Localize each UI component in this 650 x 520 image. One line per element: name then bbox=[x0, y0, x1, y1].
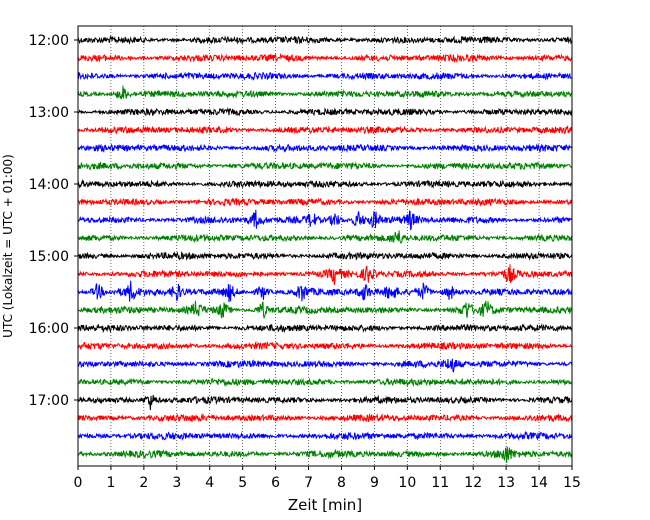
trace-1645 bbox=[77, 377, 573, 388]
x-tick-label: 7 bbox=[304, 475, 313, 491]
trace-1430 bbox=[77, 209, 573, 231]
trace-1215 bbox=[77, 52, 573, 64]
x-tick-label: 0 bbox=[74, 475, 83, 491]
x-tick-label: 3 bbox=[172, 475, 181, 491]
x-tick-label: 1 bbox=[106, 475, 115, 491]
trace-1745 bbox=[77, 446, 573, 464]
trace-1500 bbox=[77, 251, 573, 261]
y-axis-title: UTC (Lokalzeit = UTC + 01:00) bbox=[1, 154, 15, 338]
trace-1600 bbox=[77, 323, 573, 334]
trace-1315 bbox=[77, 125, 573, 135]
x-tick-label: 5 bbox=[238, 475, 247, 491]
trace-1415 bbox=[77, 197, 573, 207]
y-axis: 12:00 13:00 14:00 15:00 16:00 17:00 bbox=[29, 33, 78, 409]
y-tick-label: 15:00 bbox=[29, 249, 69, 265]
trace-1730 bbox=[77, 430, 573, 442]
trace-1615 bbox=[77, 340, 573, 351]
plot-frame bbox=[77, 25, 573, 467]
x-tick-label: 14 bbox=[530, 475, 548, 491]
trace-1200 bbox=[77, 34, 573, 45]
x-tick-label: 2 bbox=[139, 475, 148, 491]
y-tick-label: 14:00 bbox=[29, 177, 69, 193]
x-tick-label: 9 bbox=[370, 475, 379, 491]
y-tick-label: 13:00 bbox=[29, 105, 69, 121]
trace-1700 bbox=[77, 394, 573, 411]
y-tick-label: 16:00 bbox=[29, 321, 69, 337]
x-axis: 0 1 2 3 4 5 6 7 8 9 10 11 12 13 14 15 bbox=[74, 466, 581, 491]
traces-group bbox=[77, 34, 573, 464]
x-tick-label: 6 bbox=[271, 475, 280, 491]
x-tick-label: 15 bbox=[563, 475, 581, 491]
trace-1515 bbox=[77, 264, 573, 285]
x-tick-label: 11 bbox=[431, 475, 449, 491]
trace-1545 bbox=[77, 300, 573, 320]
y-tick-label: 12:00 bbox=[29, 33, 69, 49]
vertical-grid bbox=[110, 26, 540, 466]
trace-1715 bbox=[77, 412, 573, 423]
x-tick-label: 4 bbox=[205, 475, 214, 491]
trace-1330 bbox=[77, 142, 573, 153]
x-tick-label: 13 bbox=[497, 475, 515, 491]
y-tick-label: 17:00 bbox=[29, 393, 69, 409]
trace-1530 bbox=[77, 280, 573, 303]
trace-1245 bbox=[77, 85, 573, 100]
plot-background bbox=[78, 26, 572, 466]
x-tick-label: 8 bbox=[337, 475, 346, 491]
x-tick-label: 12 bbox=[464, 475, 482, 491]
trace-1345 bbox=[77, 160, 573, 171]
trace-1230 bbox=[77, 71, 573, 81]
x-axis-title: Zeit [min] bbox=[288, 496, 362, 514]
trace-1300 bbox=[77, 107, 573, 117]
trace-1630 bbox=[77, 358, 573, 373]
trace-1400 bbox=[77, 178, 573, 189]
trace-1445 bbox=[77, 230, 573, 244]
x-tick-label: 10 bbox=[398, 475, 416, 491]
